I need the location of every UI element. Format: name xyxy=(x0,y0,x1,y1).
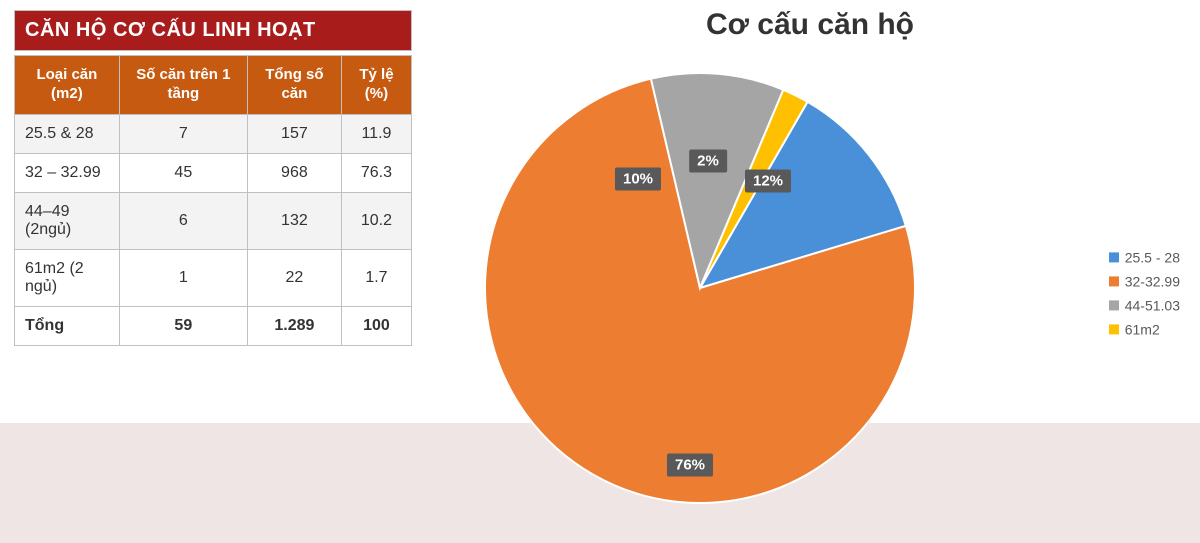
table-cell: 25.5 & 28 xyxy=(15,114,120,153)
table-header: Loại căn (m2) Số căn trên 1 tầng Tổng số… xyxy=(15,56,412,115)
right-panel: Cơ cấu căn hộ 12% 76% 10% 2% 25.5 - 28 32-32… xyxy=(420,0,1200,543)
legend-label: 44-51.03 xyxy=(1125,297,1180,313)
table-row: 32 – 32.994596876.3 xyxy=(15,153,412,192)
layout-container: CĂN HỘ CƠ CẤU LINH HOẠT Loại căn (m2) Số… xyxy=(0,0,1200,543)
pie-chart xyxy=(420,53,980,513)
table-cell: 44–49 (2ngủ) xyxy=(15,192,120,249)
legend-item: 25.5 - 28 xyxy=(1109,249,1180,265)
pie-slice-label: 2% xyxy=(689,150,727,173)
table-cell: 61m2 (2 ngủ) xyxy=(15,249,120,306)
legend-label: 25.5 - 28 xyxy=(1125,249,1180,265)
col-header-total: Tổng số căn xyxy=(247,56,341,115)
chart-area: 12% 76% 10% 2% 25.5 - 28 32-32.99 44-51.03 61m… xyxy=(420,48,1200,518)
table-cell: 968 xyxy=(247,153,341,192)
table-cell: 6 xyxy=(119,192,247,249)
table-row: 61m2 (2 ngủ)1221.7 xyxy=(15,249,412,306)
col-header-pct: Tỷ lệ (%) xyxy=(341,56,411,115)
table-body: 25.5 & 28715711.932 – 32.994596876.344–4… xyxy=(15,114,412,345)
pie-slice-label: 10% xyxy=(615,168,661,191)
table-cell: 1 xyxy=(119,249,247,306)
col-header-floor: Số căn trên 1 tầng xyxy=(119,56,247,115)
legend-swatch xyxy=(1109,300,1119,310)
pie-wrap: 12% 76% 10% 2% xyxy=(420,53,980,513)
apartment-table: Loại căn (m2) Số căn trên 1 tầng Tổng số… xyxy=(14,55,412,346)
table-cell: 132 xyxy=(247,192,341,249)
legend-swatch xyxy=(1109,324,1119,334)
legend-label: 32-32.99 xyxy=(1125,273,1180,289)
legend-swatch xyxy=(1109,252,1119,262)
table-cell: 32 – 32.99 xyxy=(15,153,120,192)
table-row: 25.5 & 28715711.9 xyxy=(15,114,412,153)
table-cell: 76.3 xyxy=(341,153,411,192)
table-title: CĂN HỘ CƠ CẤU LINH HOẠT xyxy=(14,10,412,51)
table-cell: Tổng xyxy=(15,306,120,345)
table-cell: 45 xyxy=(119,153,247,192)
table-total-row: Tổng591.289100 xyxy=(15,306,412,345)
legend-item: 44-51.03 xyxy=(1109,297,1180,313)
table-cell: 100 xyxy=(341,306,411,345)
legend-item: 61m2 xyxy=(1109,321,1180,337)
col-header-type: Loại căn (m2) xyxy=(15,56,120,115)
table-cell: 11.9 xyxy=(341,114,411,153)
table-row: 44–49 (2ngủ)613210.2 xyxy=(15,192,412,249)
left-panel: CĂN HỘ CƠ CẤU LINH HOẠT Loại căn (m2) Số… xyxy=(0,0,420,543)
table-cell: 22 xyxy=(247,249,341,306)
chart-legend: 25.5 - 28 32-32.99 44-51.03 61m2 xyxy=(1109,241,1180,345)
table-cell: 10.2 xyxy=(341,192,411,249)
table-cell: 1.7 xyxy=(341,249,411,306)
table-cell: 7 xyxy=(119,114,247,153)
table-cell: 157 xyxy=(247,114,341,153)
legend-label: 61m2 xyxy=(1125,321,1160,337)
pie-slice-label: 76% xyxy=(667,454,713,477)
chart-title: Cơ cấu căn hộ xyxy=(420,8,1200,42)
table-cell: 59 xyxy=(119,306,247,345)
table-cell: 1.289 xyxy=(247,306,341,345)
legend-swatch xyxy=(1109,276,1119,286)
legend-item: 32-32.99 xyxy=(1109,273,1180,289)
pie-slice-label: 12% xyxy=(745,170,791,193)
